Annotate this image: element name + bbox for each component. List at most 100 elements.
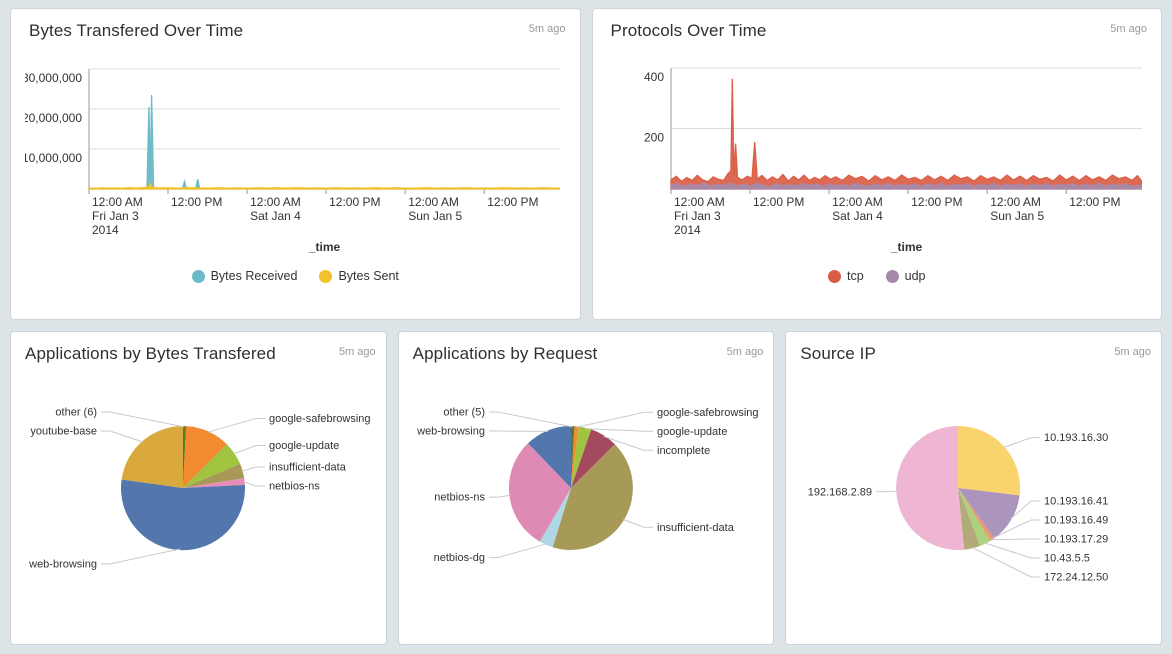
chart-legend: Bytes Received Bytes Sent bbox=[25, 269, 566, 283]
panel-applications-by-bytes: Applications by Bytes Transfered 5m ago … bbox=[10, 331, 387, 645]
pie-label-line bbox=[242, 467, 265, 471]
pie-label-line bbox=[991, 539, 1041, 540]
pie-label: netbios-ns bbox=[434, 492, 485, 504]
legend-swatch bbox=[319, 270, 332, 283]
pie-label: 10.193.17.29 bbox=[1044, 534, 1108, 546]
x-tick-sublabel: Fri Jan 3 bbox=[92, 209, 139, 223]
pie-label-line bbox=[244, 482, 265, 486]
x-tick-sublabel: 2014 bbox=[92, 223, 119, 237]
pie-label-line bbox=[234, 446, 265, 454]
x-tick-label: 12:00 PM bbox=[487, 195, 538, 209]
pie-label-line bbox=[489, 544, 546, 558]
piechart-applications-by-request[interactable]: other (5)web-browsingnetbios-nsnetbios-d… bbox=[409, 370, 764, 632]
x-tick-label: 12:00 AM bbox=[92, 195, 143, 209]
pie-label-line bbox=[876, 491, 897, 492]
legend-item-bytes-received[interactable]: Bytes Received bbox=[192, 269, 298, 283]
legend-label: udp bbox=[905, 269, 926, 283]
pie-label-line bbox=[489, 412, 573, 427]
pie-label: netbios-dg bbox=[433, 552, 484, 564]
x-axis-label: _time bbox=[308, 240, 341, 254]
panel-header: Source IP 5m ago bbox=[796, 342, 1151, 364]
legend-item-udp[interactable]: udp bbox=[886, 269, 926, 283]
panel-updated-badge: 5m ago bbox=[727, 346, 764, 358]
pie-label: 10.193.16.49 bbox=[1044, 515, 1108, 527]
pie-label: 192.168.2.89 bbox=[808, 486, 872, 498]
legend-label: tcp bbox=[847, 269, 864, 283]
pie-label: google-update bbox=[269, 440, 339, 452]
piechart-svg: other (6) youtube-base web-browsing google-… bbox=[21, 370, 376, 632]
x-tick-label: 12:00 AM bbox=[832, 195, 883, 209]
pie-label: netbios-ns bbox=[269, 481, 320, 493]
pie-label-line bbox=[101, 549, 180, 564]
pie-label: 10.193.16.30 bbox=[1044, 432, 1108, 444]
panel-title: Bytes Transfered Over Time bbox=[29, 21, 243, 41]
legend-item-tcp[interactable]: tcp bbox=[828, 269, 864, 283]
pie-label: incomplete bbox=[657, 445, 710, 457]
x-tick-label: 12:00 PM bbox=[329, 195, 380, 209]
pie-label: google-update bbox=[657, 426, 727, 438]
y-tick-label: 30,000,000 bbox=[25, 71, 82, 85]
panel-title: Applications by Bytes Transfered bbox=[25, 344, 276, 364]
x-tick-sublabel: 2014 bbox=[674, 223, 701, 237]
pie-label: 10.193.16.41 bbox=[1044, 496, 1108, 508]
panel-applications-by-request: Applications by Request 5m ago other (5)… bbox=[398, 331, 775, 645]
legend-swatch bbox=[192, 270, 205, 283]
pie-slice-youtube-base[interactable] bbox=[122, 426, 183, 488]
pie-label: web-browsing bbox=[28, 558, 97, 570]
legend-label: Bytes Received bbox=[211, 269, 298, 283]
pie-slice-10.193.16.30[interactable] bbox=[958, 426, 1020, 495]
series-bytes-sent bbox=[89, 184, 559, 189]
x-tick-label: 12:00 AM bbox=[250, 195, 301, 209]
pie-label: other (5) bbox=[443, 407, 485, 419]
x-tick-label: 12:00 PM bbox=[753, 195, 804, 209]
y-tick-label: 10,000,000 bbox=[25, 151, 82, 165]
timechart-protocols[interactable]: 200 400 12:00 AM Fri Jan 32014 12:00 PM 12:00… bbox=[607, 47, 1148, 283]
panel-source-ip: Source IP 5m ago 192.168.2.89 10.193.16.3… bbox=[785, 331, 1162, 645]
x-tick-label: 12:00 PM bbox=[171, 195, 222, 209]
legend-item-bytes-sent[interactable]: Bytes Sent bbox=[319, 269, 398, 283]
x-axis-label: _time bbox=[889, 240, 922, 254]
pie-label: insufficient-data bbox=[657, 522, 735, 534]
x-tick-sublabel: Fri Jan 3 bbox=[674, 209, 721, 223]
pie-label: google-safebrowsing bbox=[657, 407, 759, 419]
legend-swatch bbox=[828, 270, 841, 283]
series-tcp bbox=[671, 79, 1141, 189]
y-tick-label: 400 bbox=[643, 70, 663, 84]
panel-title: Source IP bbox=[800, 344, 876, 364]
pie-slice-web-browsing[interactable] bbox=[121, 480, 245, 551]
piechart-svg: 192.168.2.89 10.193.16.30 10.193.16.41 10.1… bbox=[796, 370, 1151, 632]
pie-label: youtube-base bbox=[30, 426, 97, 438]
panel-title: Protocols Over Time bbox=[611, 21, 767, 41]
pie-label-line bbox=[985, 543, 1040, 558]
pie-label: google-safebrowsing bbox=[269, 413, 371, 425]
piechart-source-ip[interactable]: 192.168.2.89 10.193.16.30 10.193.16.41 10.1… bbox=[796, 370, 1151, 632]
piechart-svg: other (5)web-browsingnetbios-nsnetbios-d… bbox=[409, 370, 764, 632]
panel-header: Applications by Bytes Transfered 5m ago bbox=[21, 342, 376, 364]
pie-label-line bbox=[101, 431, 143, 442]
timechart-bytes-transfered[interactable]: 10,000,00020,000,00030,000,00012:00 AMFr… bbox=[25, 47, 566, 283]
pie-label: 172.24.12.50 bbox=[1044, 572, 1108, 584]
panel-updated-badge: 5m ago bbox=[1110, 23, 1147, 35]
legend-label: Bytes Sent bbox=[338, 269, 398, 283]
panel-header: Protocols Over Time 5m ago bbox=[607, 19, 1148, 41]
pie-label-line bbox=[972, 547, 1040, 577]
timechart-svg: 10,000,00020,000,00030,000,00012:00 AMFr… bbox=[25, 47, 566, 259]
piechart-applications-by-bytes[interactable]: other (6) youtube-base web-browsing google-… bbox=[21, 370, 376, 632]
dashboard-row-bottom: Applications by Bytes Transfered 5m ago … bbox=[10, 331, 1162, 645]
x-tick-label: 12:00 AM bbox=[408, 195, 459, 209]
x-tick-label: 12:00 AM bbox=[990, 195, 1041, 209]
y-tick-label: 200 bbox=[643, 131, 663, 145]
pie-label-line bbox=[101, 412, 185, 427]
legend-swatch bbox=[886, 270, 899, 283]
pie-label-line bbox=[576, 412, 653, 427]
pie-label: 10.43.5.5 bbox=[1044, 553, 1090, 565]
dashboard: Bytes Transfered Over Time 5m ago 10,000… bbox=[0, 0, 1172, 653]
panel-updated-badge: 5m ago bbox=[1114, 346, 1151, 358]
timechart-svg: 200 400 12:00 AM Fri Jan 32014 12:00 PM 12:00… bbox=[607, 47, 1148, 259]
panel-protocols-over-time: Protocols Over Time 5m ago 200 400 12:00 A… bbox=[592, 8, 1163, 320]
panel-bytes-transfered-over-time: Bytes Transfered Over Time 5m ago 10,000… bbox=[10, 8, 581, 320]
pie-slice-192.168.2.89[interactable] bbox=[896, 426, 964, 550]
panel-updated-badge: 5m ago bbox=[339, 346, 376, 358]
panel-title: Applications by Request bbox=[413, 344, 598, 364]
pie-label: other (6) bbox=[55, 407, 97, 419]
